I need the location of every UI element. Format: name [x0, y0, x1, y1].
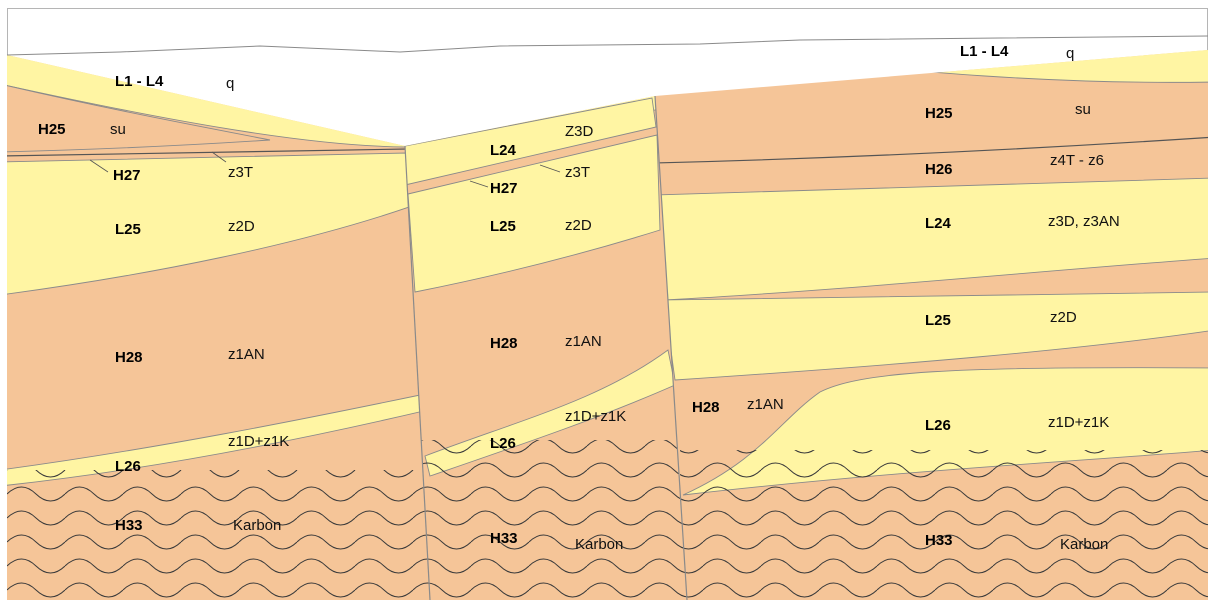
middle-strat-z3t: z3T — [565, 164, 590, 181]
middle-unit-h33: H33 — [490, 530, 518, 547]
left-h27-line — [7, 148, 408, 157]
right-unit-h26: H26 — [925, 161, 953, 178]
middle-l25-layer — [407, 134, 661, 293]
right-strat-z4t-z6: z4T - z6 — [1050, 152, 1104, 169]
fault-line-left — [404, 145, 431, 600]
left-strat-su: su — [110, 121, 126, 138]
left-unit-h27: H27 — [113, 167, 141, 184]
right-strat-z3d-z3an: z3D, z3AN — [1048, 213, 1120, 230]
right-unit-l1-l4: L1 - L4 — [960, 43, 1009, 60]
middle-strat-z1an: z1AN — [565, 333, 602, 350]
middle-strat-z2d: z2D — [565, 217, 592, 234]
right-strat-su: su — [1075, 101, 1091, 118]
left-strat-z3t: z3T — [228, 164, 253, 181]
middle-unit-l26: L26 — [490, 435, 516, 452]
right-unit-h28: H28 — [692, 399, 720, 416]
left-su-layer — [7, 83, 271, 153]
left-unit-h28: H28 — [115, 349, 143, 366]
right-unit-l24: L24 — [925, 215, 952, 232]
left-fault-block — [7, 55, 430, 600]
middle-fault-block — [405, 96, 687, 600]
right-unit-l26: L26 — [925, 417, 951, 434]
ground-surface — [6, 35, 1209, 56]
right-h26-line — [655, 136, 1208, 164]
right-unit-l25: L25 — [925, 312, 951, 329]
right-strat-z1d-z1k: z1D+z1K — [1048, 414, 1109, 431]
left-l25-layer — [7, 152, 416, 296]
right-strat-q: q — [1066, 45, 1074, 62]
left-unit-l26: L26 — [115, 458, 141, 475]
left-strat-z1d-z1k: z1D+z1K — [228, 433, 289, 450]
right-unit-h25: H25 — [925, 105, 953, 122]
middle-unit-l25: L25 — [490, 218, 516, 235]
right-l25-layer — [663, 291, 1208, 381]
middle-unit-l24: L24 — [490, 142, 517, 159]
left-unit-h25: H25 — [38, 121, 66, 138]
left-unit-l1-l4: L1 - L4 — [115, 73, 164, 90]
left-strat-z2d: z2D — [228, 218, 255, 235]
left-karbon-pattern — [7, 470, 430, 600]
right-karbon-pattern — [680, 450, 1208, 600]
leader-lines — [89, 151, 561, 188]
right-unit-h33: H33 — [925, 532, 953, 549]
fault-line-right — [654, 95, 688, 600]
middle-unit-h27: H27 — [490, 180, 518, 197]
left-strat-z1an: z1AN — [228, 346, 265, 363]
right-strat-z1an: z1AN — [747, 396, 784, 413]
middle-l24-layer — [405, 97, 657, 186]
left-strat-karbon: Karbon — [233, 517, 281, 534]
left-strat-q: q — [226, 75, 234, 92]
middle-unit-h28: H28 — [490, 335, 518, 352]
left-unit-l25: L25 — [115, 221, 141, 238]
middle-strat-z1d-z1k: z1D+z1K — [565, 408, 626, 425]
right-fault-block — [655, 50, 1208, 600]
right-strat-z2d: z2D — [1050, 309, 1077, 326]
middle-karbon-pattern — [405, 440, 687, 600]
middle-strat-karbon: Karbon — [575, 536, 623, 553]
right-strat-karbon: Karbon — [1060, 536, 1108, 553]
left-unit-h33: H33 — [115, 517, 143, 534]
middle-strat-z3d: Z3D — [565, 123, 594, 140]
right-l24-layer — [655, 177, 1208, 301]
